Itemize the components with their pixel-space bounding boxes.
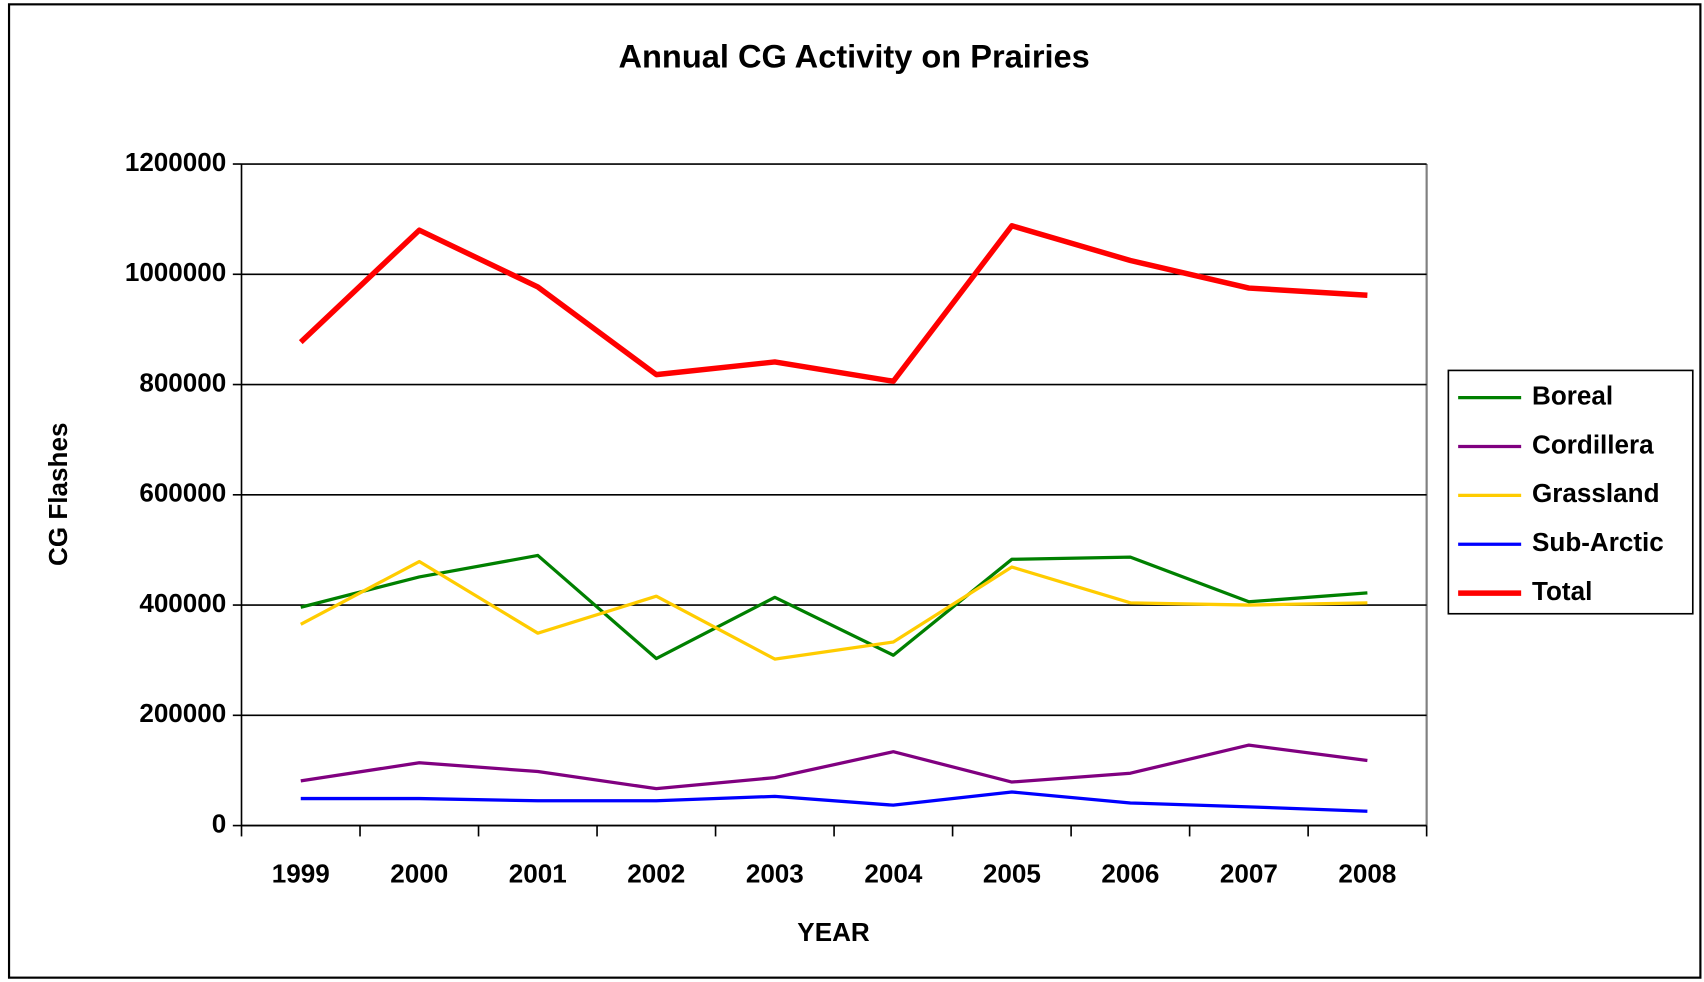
x-tick-label: 2005 [983, 858, 1041, 888]
x-tick-label: 2007 [1220, 858, 1278, 888]
y-tick-label: 0 [212, 808, 227, 838]
y-tick-label: 200000 [139, 698, 226, 728]
x-tick-label: 2008 [1338, 858, 1396, 888]
legend-label: Sub-Arctic [1532, 527, 1664, 557]
chart-frame [7, 3, 1702, 979]
y-tick-label: 800000 [139, 367, 226, 397]
legend-label: Boreal [1532, 380, 1613, 410]
x-tick-label: 2001 [509, 858, 567, 888]
y-axis-label: CG Flashes [43, 423, 73, 566]
x-tick-label: 1999 [272, 858, 330, 888]
series-line [298, 223, 1368, 384]
legend-label: Cordillera [1532, 429, 1654, 459]
x-tick-label: 2006 [1101, 858, 1159, 888]
series-line [300, 559, 1368, 661]
legend-label: Grassland [1532, 478, 1659, 508]
series-line [300, 743, 1368, 791]
y-tick-label: 400000 [139, 588, 226, 618]
y-tick-label: 1000000 [125, 257, 226, 287]
x-tick-label: 2002 [627, 858, 685, 888]
y-tick-label: 600000 [139, 478, 226, 508]
legend-label: Total [1532, 576, 1592, 606]
x-axis-label: YEAR [797, 917, 870, 947]
legend-box [1447, 369, 1694, 615]
series-line [300, 553, 1368, 661]
x-tick-label: 2003 [746, 858, 804, 888]
x-tick-label: 2004 [864, 858, 922, 888]
series-line [300, 790, 1368, 813]
y-tick-label: 1200000 [125, 147, 226, 177]
chart-title: Annual CG Activity on Prairies [619, 38, 1090, 74]
x-tick-label: 2000 [390, 858, 448, 888]
